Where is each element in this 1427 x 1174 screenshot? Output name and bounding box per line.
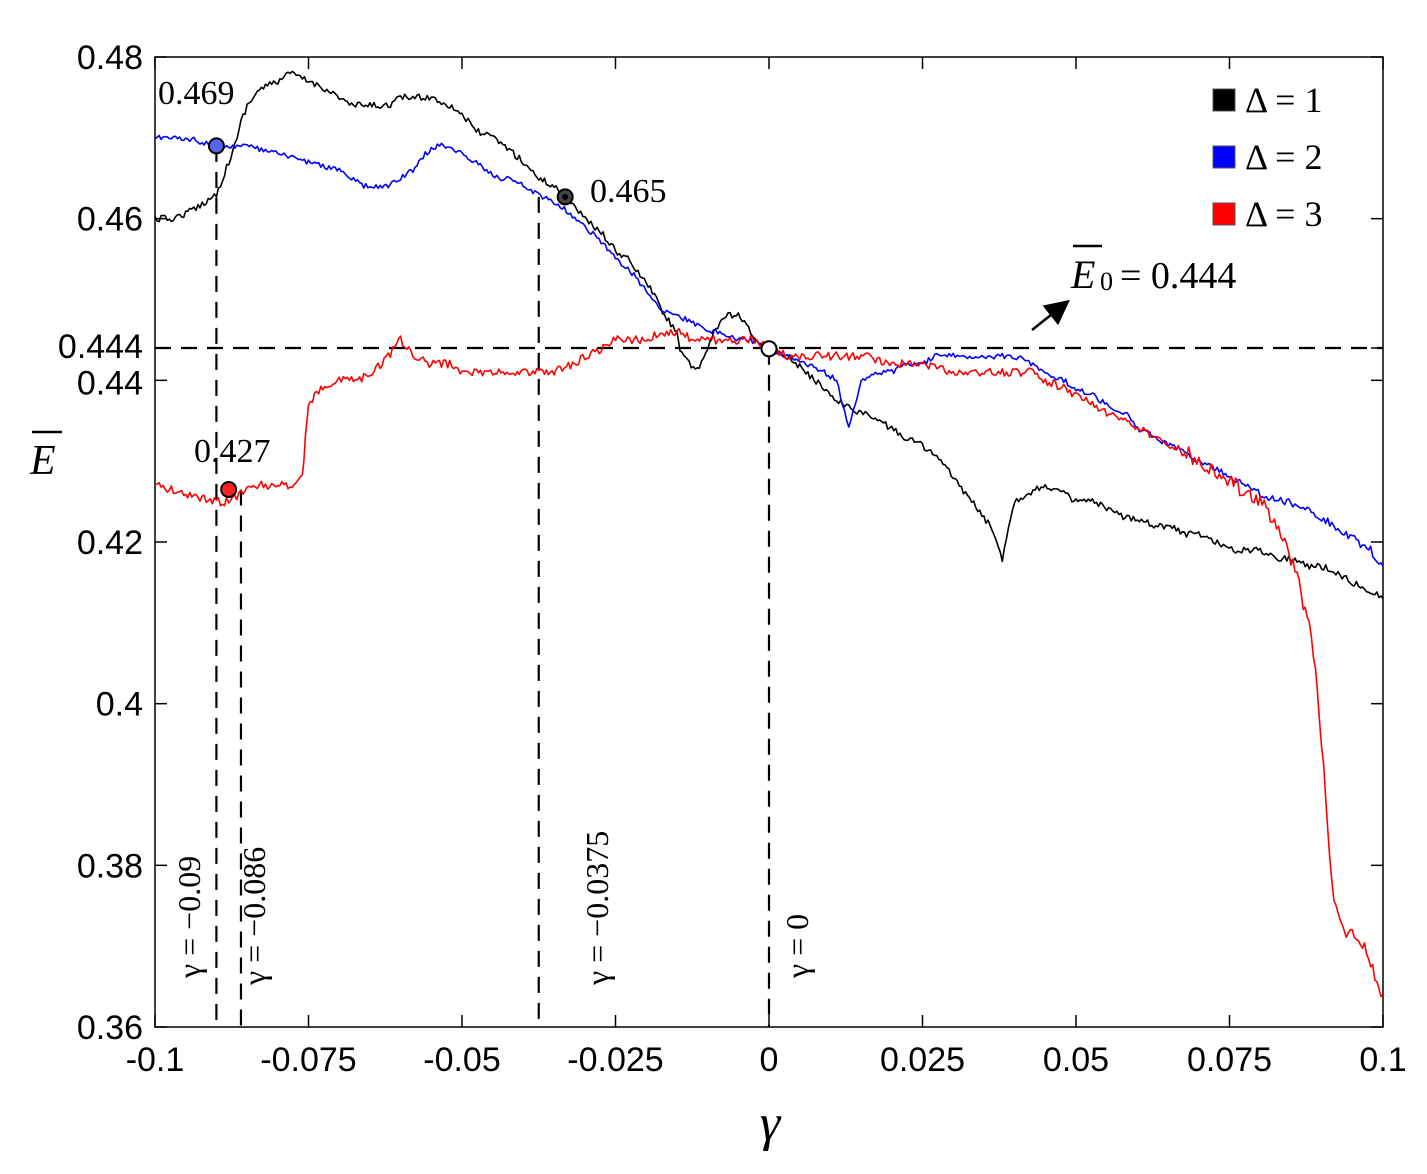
x-tick-label: -0.025 [567,1041,663,1079]
x-tick-label: -0.075 [260,1041,356,1079]
data-markers [207,137,778,498]
x-tick-label: 0.05 [1043,1041,1109,1079]
y-tick-label: 0.44 [77,364,143,402]
vertical-line-labels: γ = −0.09 γ = −0.086 γ = −0.0375 γ = 0 [171,831,815,986]
reference-subscript: 0 [1100,267,1113,296]
legend-label-delta-2: Δ = 2 [1245,137,1322,177]
vertical-line-label: γ = −0.086 [236,847,272,986]
reference-value: = 0.444 [1120,255,1236,297]
reference-arrow [1031,299,1070,331]
marker-label: 0.427 [194,433,271,470]
y-tick-label: 0.42 [77,524,143,562]
vertical-line-label: γ = −0.09 [171,856,207,979]
marker-label: 0.465 [590,173,667,210]
y-tick-label: 0.444 [58,328,143,366]
vertical-line-label: γ = 0 [779,914,815,979]
reference-annotation: E 0 = 0.444 [1031,244,1236,331]
legend-label-delta-3: Δ = 3 [1245,194,1322,234]
legend-swatch-delta-1 [1212,88,1236,112]
y-tick-labels: 0.36 0.38 0.4 0.42 0.440.444 0.46 0.48 [58,39,143,1047]
data-marker [207,137,225,155]
x-tick-label: 0.025 [880,1041,965,1079]
x-tick-label: 0 [760,1041,779,1079]
y-tick-label: 0.4 [96,686,143,724]
y-tick-label: 0.48 [77,39,143,77]
y-axis-label: E [29,438,56,484]
vertical-line-label: γ = −0.0375 [579,831,615,986]
x-tick-label: 0.1 [1359,1041,1406,1079]
x-tick-label: 0.075 [1187,1041,1272,1079]
legend-swatch-delta-2 [1212,145,1236,169]
y-tick-label: 0.38 [77,847,143,885]
legend-label-delta-1: Δ = 1 [1245,80,1322,120]
data-marker [220,480,238,498]
y-tick-label: 0.36 [77,1009,143,1047]
x-tick-labels: -0.1 -0.075 -0.05 -0.025 0 0.025 0.05 0.075 0.1 [126,1041,1407,1079]
legend: Δ = 1 Δ = 2 Δ = 3 [1212,80,1322,234]
legend-swatch-delta-3 [1212,202,1236,226]
marker-label: 0.469 [158,75,235,112]
marker-labels: 0.469 0.427 0.465 [158,75,667,470]
data-marker-inner [562,193,569,200]
x-axis-label: γ [760,1095,782,1152]
axis-ticks [154,56,1384,1028]
x-tick-label: -0.05 [423,1041,501,1079]
data-marker [760,340,778,358]
x-tick-label: -0.1 [126,1041,185,1079]
y-tick-label: 0.46 [77,201,143,239]
reference-label: E [1070,252,1095,297]
guide-lines [155,145,1383,1027]
